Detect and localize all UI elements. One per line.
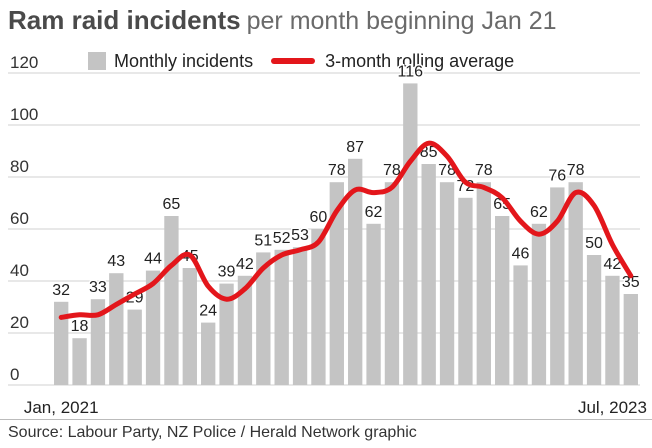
- bar: [256, 252, 271, 385]
- bar: [458, 197, 473, 385]
- bar: [421, 164, 436, 385]
- bar-value-label: 32: [52, 282, 70, 299]
- bar: [201, 322, 216, 385]
- bar-value-label: 87: [346, 139, 364, 156]
- bar: [623, 294, 638, 385]
- bar: [384, 182, 400, 385]
- bar-value-label: 65: [163, 196, 181, 213]
- bar-value-label: 44: [144, 251, 162, 268]
- bar-value-label: 35: [622, 274, 640, 291]
- bar-value-label: 43: [107, 253, 125, 270]
- x-tick-label: Jan, 2021: [24, 398, 99, 417]
- bar: [90, 299, 106, 385]
- bar: [495, 216, 510, 385]
- bar-value-label: 78: [328, 162, 346, 179]
- bar: [348, 158, 363, 385]
- bar-value-label: 50: [585, 235, 603, 252]
- y-tick-label: 60: [10, 209, 29, 228]
- bar: [219, 283, 234, 385]
- legend-bar-swatch: [88, 52, 106, 70]
- chart-title: Ram raid incidents per month beginning Ja…: [8, 4, 648, 37]
- bar-value-label: 78: [567, 162, 585, 179]
- bar: [127, 309, 142, 385]
- bar-value-label: 53: [291, 227, 309, 244]
- bar: [54, 301, 69, 385]
- x-tick-label: Jul, 2023: [578, 398, 647, 417]
- bar-value-label: 116: [398, 63, 424, 80]
- bar: [109, 273, 124, 385]
- bar-value-label: 33: [89, 279, 107, 296]
- bar: [605, 275, 620, 385]
- legend-bar-label: Monthly incidents: [114, 50, 254, 71]
- bar-value-label: 24: [199, 303, 217, 320]
- bar: [366, 223, 381, 385]
- bar: [531, 223, 547, 385]
- bar-value-label: 76: [548, 167, 566, 184]
- legend-line-swatch: [271, 58, 316, 64]
- rolling-average-line: [58, 140, 634, 320]
- y-tick-label: 100: [10, 105, 38, 124]
- bar: [237, 275, 253, 385]
- y-tick-label: 40: [10, 261, 29, 280]
- bar-value-label: 42: [604, 256, 622, 273]
- legend-line-label: 3-month rolling average: [325, 50, 515, 71]
- title-subtitle: per month beginning Jan 21: [246, 7, 557, 35]
- bar: [145, 270, 161, 385]
- bar-value-label: 78: [383, 162, 401, 179]
- bar: [182, 268, 197, 385]
- legend: Monthly incidents 3-month rolling averag…: [88, 50, 514, 72]
- bar: [586, 255, 602, 385]
- bar: [164, 216, 179, 385]
- bar-value-label: 18: [71, 318, 89, 335]
- bar: [329, 182, 344, 385]
- y-tick-label: 0: [10, 365, 19, 384]
- y-tick-label: 20: [10, 313, 29, 332]
- source-note: Source: Labour Party, NZ Police / Herald…: [8, 424, 417, 441]
- bar: [72, 338, 87, 385]
- y-tick-label: 120: [10, 53, 38, 72]
- bar-value-label: 60: [310, 209, 328, 226]
- bar-value-label: 78: [475, 162, 493, 179]
- bar-value-label: 46: [512, 245, 530, 262]
- bar: [292, 247, 308, 385]
- bar-value-label: 39: [218, 264, 236, 281]
- bar: [403, 83, 418, 386]
- bar: [568, 182, 583, 385]
- bar: [311, 229, 326, 385]
- bar: [439, 182, 455, 385]
- y-tick-label: 80: [10, 157, 29, 176]
- bar-value-label: 62: [365, 204, 383, 221]
- bar-value-label: 62: [530, 204, 548, 221]
- bar: [550, 187, 565, 385]
- title-main: Ram raid incidents: [8, 5, 241, 35]
- bar-value-label: 51: [254, 232, 272, 249]
- bar: [476, 182, 491, 385]
- footer-divider: [0, 419, 652, 420]
- bar: [274, 249, 289, 385]
- bar-value-label: 42: [236, 256, 254, 273]
- bar: [513, 265, 528, 385]
- bar-value-label: 52: [273, 230, 291, 247]
